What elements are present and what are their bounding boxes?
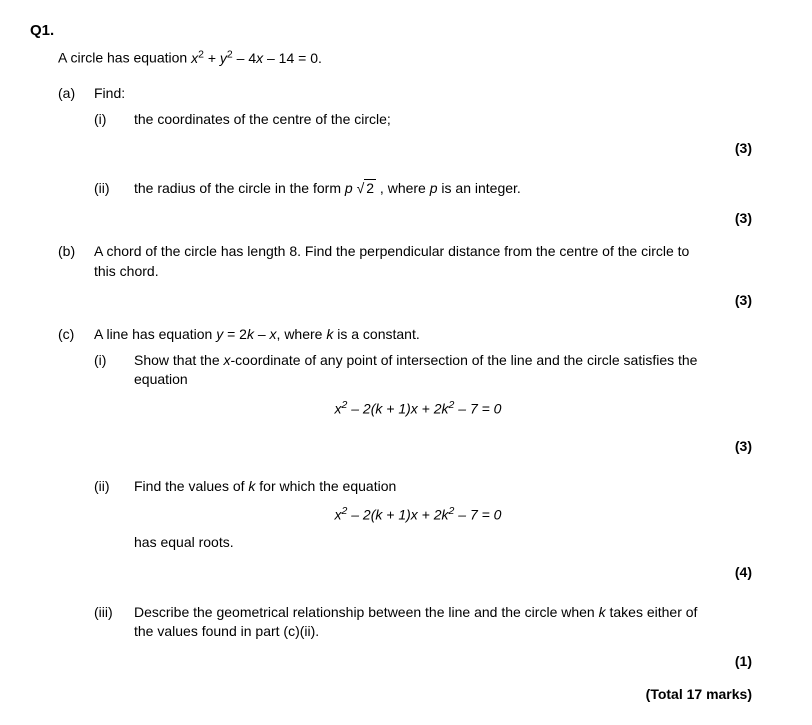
- part-c-ii-equation: x2 – 2(k + 1)x + 2k2 – 7 = 0: [134, 504, 702, 525]
- part-a: (a) Find: (i) the coordinates of the cen…: [58, 84, 782, 129]
- part-b-label: (b): [58, 242, 94, 262]
- part-c: (c) A line has equation y = 2k – x, wher…: [58, 325, 782, 427]
- part-b-marks: (3): [30, 291, 752, 311]
- part-c-ii-marks: (4): [30, 563, 752, 583]
- part-a-ii-marks: (3): [30, 209, 752, 229]
- part-a-ii-form: p 2: [345, 180, 376, 196]
- part-c-iii-wrap: (iii) Describe the geometrical relations…: [58, 597, 782, 642]
- part-c-ii-wrap: (ii) Find the values of k for which the …: [58, 471, 782, 553]
- part-c-iii-marks: (1): [30, 652, 752, 672]
- part-c-intro: A line has equation y = 2k – x, where k …: [94, 325, 782, 345]
- part-a-ii-suffix: , where p is an integer.: [376, 180, 521, 196]
- part-b: (b) A chord of the circle has length 8. …: [58, 242, 782, 281]
- part-c-i-marks: (3): [30, 437, 752, 457]
- question-number: Q1.: [30, 20, 782, 41]
- part-c-i-text: Show that the x-coordinate of any point …: [134, 351, 702, 390]
- total-marks: (Total 17 marks): [30, 685, 752, 705]
- part-c-i-label: (i): [94, 351, 134, 371]
- intro-prefix: A circle has equation: [58, 50, 191, 66]
- part-c-ii-after: has equal roots.: [134, 533, 702, 553]
- part-a-text: Find:: [94, 84, 782, 104]
- part-a-ii-label: (ii): [94, 179, 134, 199]
- part-a-ii-prefix: the radius of the circle in the form: [134, 180, 345, 196]
- part-a-i-marks: (3): [30, 139, 752, 159]
- part-c-iii-label: (iii): [94, 603, 134, 623]
- question-intro: A circle has equation x2 + y2 – 4x – 14 …: [58, 47, 782, 68]
- part-a-label: (a): [58, 84, 94, 104]
- part-c-ii-text: Find the values of k for which the equat…: [134, 477, 702, 497]
- part-c-label: (c): [58, 325, 94, 345]
- part-c-i-equation: x2 – 2(k + 1)x + 2k2 – 7 = 0: [134, 398, 702, 419]
- part-c-ii-label: (ii): [94, 477, 134, 497]
- part-a-i-label: (i): [94, 110, 134, 130]
- part-a-ii-wrap: (ii) the radius of the circle in the for…: [58, 173, 782, 199]
- part-a-ii-text: the radius of the circle in the form p 2…: [134, 179, 782, 199]
- part-c-iii-text: Describe the geometrical relationship be…: [134, 603, 702, 642]
- intro-equation: x2 + y2 – 4x – 14 = 0.: [191, 50, 322, 66]
- part-b-text: A chord of the circle has length 8. Find…: [94, 242, 702, 281]
- part-a-i-text: the coordinates of the centre of the cir…: [134, 110, 782, 130]
